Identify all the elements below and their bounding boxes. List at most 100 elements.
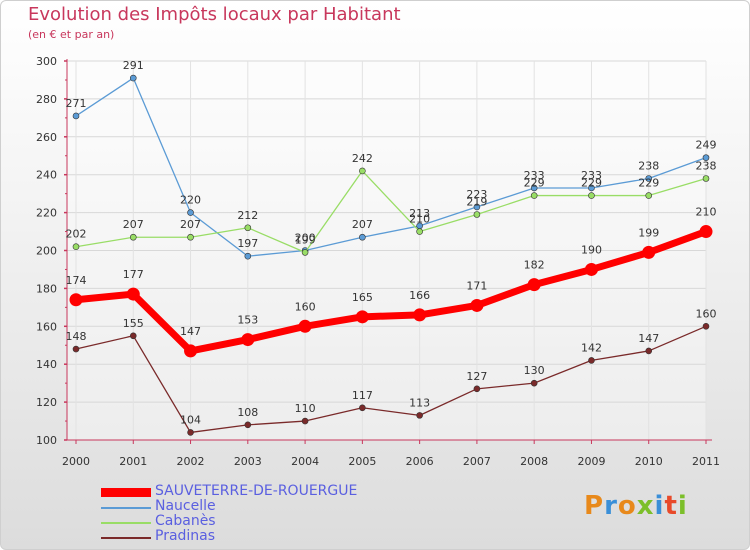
x-tick-label: 2006 <box>406 455 434 468</box>
x-tick-label: 2008 <box>520 455 548 468</box>
data-label-caban-s: 199 <box>295 233 316 246</box>
data-point-pradinas <box>645 347 653 355</box>
data-point-pradinas <box>530 379 538 387</box>
data-label-caban-s: 242 <box>352 152 373 165</box>
x-tick-label: 2010 <box>635 455 663 468</box>
data-point-pradinas <box>416 412 423 419</box>
data-label-sauveterre-de-rouergue: 182 <box>524 259 545 272</box>
data-label-caban-s: 207 <box>180 218 201 231</box>
data-label-naucelle: 200 <box>295 232 316 245</box>
y-tick-label: 140 <box>36 358 57 371</box>
data-point-caban-s <box>702 175 710 182</box>
data-point-pradinas <box>129 332 137 340</box>
data-label-caban-s: 229 <box>638 177 659 190</box>
data-label-naucelle: 238 <box>638 159 659 172</box>
data-point-pradinas <box>187 429 194 436</box>
data-label-naucelle: 233 <box>524 169 545 182</box>
x-tick-label: 2001 <box>119 455 147 468</box>
data-label-pradinas: 160 <box>696 307 717 320</box>
y-tick-label: 240 <box>36 169 57 182</box>
data-label-naucelle: 249 <box>696 139 717 152</box>
data-label-caban-s: 202 <box>66 228 87 241</box>
data-point-caban-s <box>301 249 309 256</box>
data-label-pradinas: 142 <box>581 341 602 354</box>
data-label-sauveterre-de-rouergue: 166 <box>409 289 430 302</box>
data-label-sauveterre-de-rouergue: 160 <box>295 300 316 313</box>
legend-label: Naucelle <box>155 498 216 514</box>
legend-label: SAUVETERRE-DE-ROUERGUE <box>155 483 358 499</box>
data-label-sauveterre-de-rouergue: 190 <box>581 243 602 256</box>
chart-title: Evolution des Impôts locaux par Habitant <box>28 4 401 25</box>
legend-swatch <box>101 507 151 509</box>
series-line-sauveterre-de-rouergue <box>72 228 710 355</box>
series-line-pradinas <box>75 325 707 434</box>
data-point-sauveterre-de-rouergue <box>699 225 713 239</box>
data-point-caban-s <box>473 211 481 218</box>
data-point-sauveterre-de-rouergue <box>527 278 541 292</box>
data-label-naucelle: 207 <box>352 218 373 231</box>
data-label-pradinas: 127 <box>466 370 487 383</box>
data-point-naucelle <box>645 175 653 182</box>
x-tick-label: 2004 <box>291 455 319 468</box>
data-label-sauveterre-de-rouergue: 210 <box>696 206 717 219</box>
data-point-sauveterre-de-rouergue <box>69 293 83 307</box>
data-point-pradinas <box>244 421 252 429</box>
data-point-naucelle <box>702 154 710 161</box>
data-point-pradinas <box>473 385 481 393</box>
data-label-sauveterre-de-rouergue: 147 <box>180 325 201 338</box>
data-point-caban-s <box>244 224 252 232</box>
data-point-sauveterre-de-rouergue <box>241 333 255 347</box>
data-label-naucelle: 197 <box>237 237 258 250</box>
data-point-sauveterre-de-rouergue <box>184 344 198 358</box>
data-point-sauveterre-de-rouergue <box>642 245 656 259</box>
data-label-caban-s: 207 <box>123 218 144 231</box>
data-point-caban-s <box>359 167 366 175</box>
data-label-naucelle: 291 <box>123 59 144 72</box>
data-point-pradinas <box>301 417 309 425</box>
data-point-sauveterre-de-rouergue <box>413 308 427 322</box>
data-label-pradinas: 130 <box>524 364 545 377</box>
x-tick-label: 2009 <box>577 455 605 468</box>
data-point-caban-s <box>187 233 194 241</box>
data-point-caban-s <box>129 233 137 241</box>
data-label-caban-s: 229 <box>524 177 545 190</box>
legend-label: Cabanès <box>155 513 216 529</box>
data-label-naucelle: 220 <box>180 194 201 207</box>
series-line-naucelle <box>75 77 707 257</box>
x-tick-label: 2003 <box>234 455 262 468</box>
y-tick-label: 100 <box>36 434 57 447</box>
legend-swatch <box>101 522 151 524</box>
data-label-pradinas: 155 <box>123 317 144 330</box>
data-point-caban-s <box>588 192 595 199</box>
data-point-naucelle <box>72 112 80 120</box>
x-tick-label: 2000 <box>62 455 90 468</box>
data-label-sauveterre-de-rouergue: 171 <box>466 279 487 292</box>
data-point-pradinas <box>72 345 80 353</box>
y-tick-label: 260 <box>36 131 57 144</box>
legend-label: Pradinas <box>155 528 216 544</box>
data-label-caban-s: 210 <box>409 213 430 226</box>
data-point-naucelle <box>359 233 366 241</box>
data-point-caban-s <box>72 243 80 251</box>
x-tick-label: 2007 <box>463 455 491 468</box>
legend-swatch <box>101 488 151 497</box>
data-point-pradinas <box>702 322 710 330</box>
data-label-naucelle: 271 <box>66 97 87 110</box>
x-tick-label: 2005 <box>348 455 376 468</box>
y-tick-label: 200 <box>36 245 57 258</box>
data-label-caban-s: 212 <box>237 209 258 222</box>
data-label-pradinas: 148 <box>66 330 87 343</box>
data-point-pradinas <box>359 404 366 412</box>
data-point-naucelle <box>473 203 481 211</box>
y-tick-label: 280 <box>36 93 57 106</box>
data-label-pradinas: 117 <box>352 389 373 402</box>
data-point-caban-s <box>645 192 653 199</box>
data-label-caban-s: 238 <box>696 159 717 172</box>
data-label-naucelle: 213 <box>409 207 430 220</box>
data-point-pradinas <box>588 357 595 364</box>
chart-subtitle: (en € et par an) <box>28 28 115 41</box>
data-label-pradinas: 104 <box>180 413 201 426</box>
data-label-naucelle: 223 <box>466 188 487 201</box>
